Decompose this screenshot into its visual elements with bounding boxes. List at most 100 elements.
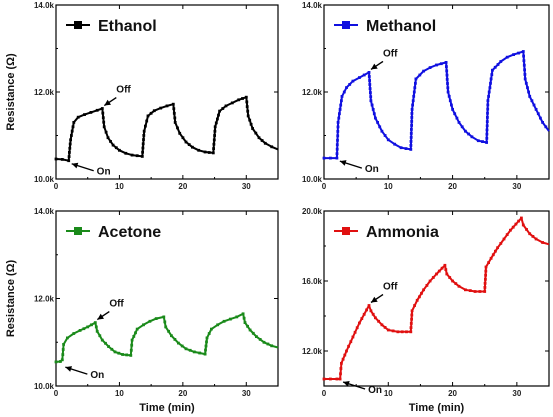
data-point	[340, 95, 344, 98]
data-point	[322, 156, 326, 160]
data-point	[212, 138, 216, 142]
y-tick-label: 20.0k	[302, 207, 323, 216]
data-point	[527, 90, 530, 94]
data-point	[485, 128, 489, 132]
data-point	[216, 323, 220, 327]
data-point	[493, 65, 497, 69]
data-point	[205, 340, 208, 344]
data-point	[173, 116, 177, 120]
y-tick-label: 12.0k	[34, 88, 55, 97]
panel-ammonia: 0 10 20 30 12.0k 16.0k 20.0k Time (min) Ammonia O…	[302, 207, 550, 414]
data-point	[214, 121, 218, 125]
data-point	[242, 316, 246, 320]
data-point	[142, 138, 145, 141]
arrowhead	[71, 162, 79, 169]
data-point	[418, 295, 421, 299]
data-point	[530, 99, 534, 103]
data-point	[541, 121, 544, 124]
data-point	[109, 140, 112, 143]
legend-label: Methanol	[366, 18, 436, 35]
data-point	[257, 136, 261, 140]
data-point	[113, 350, 117, 354]
data-point	[198, 351, 202, 355]
y-tick-label: 10.0k	[34, 175, 55, 184]
data-point	[369, 309, 373, 313]
data-point	[129, 354, 133, 357]
data-point	[473, 290, 477, 293]
data-point	[338, 108, 342, 111]
x-tick-label: 20	[448, 389, 457, 398]
data-point	[517, 219, 520, 223]
data-point	[369, 99, 373, 103]
data-point	[413, 304, 416, 307]
data-point	[486, 107, 490, 111]
data-point	[171, 102, 175, 106]
data-point	[68, 142, 72, 146]
data-point	[142, 129, 146, 133]
data-point	[520, 216, 523, 220]
y-axis-title: Resistance (Ω)	[5, 53, 17, 131]
data-point	[499, 242, 503, 245]
data-point	[262, 340, 266, 344]
panel-acetone: 0 10 20 30 10.0k 12.0k 14.0k Resistance (Ω) Time…	[5, 207, 279, 414]
data-point	[348, 83, 352, 86]
data-point	[410, 124, 413, 127]
x-tick-label: 20	[178, 389, 187, 398]
data-point	[83, 113, 86, 116]
data-point	[164, 325, 168, 329]
data-point	[467, 132, 470, 136]
data-point	[454, 282, 458, 285]
data-point	[414, 81, 417, 85]
data-point	[435, 63, 438, 67]
plot-frame	[323, 4, 550, 180]
x-tick-label: 10	[384, 389, 393, 398]
data-point	[358, 321, 361, 325]
data-point	[445, 69, 449, 73]
data-point	[255, 335, 258, 338]
data-point	[142, 134, 146, 137]
data-point	[121, 353, 124, 356]
data-point	[411, 103, 414, 107]
data-point	[270, 344, 274, 348]
data-point	[371, 312, 375, 316]
data-point	[235, 315, 239, 319]
x-tick-label: 0	[54, 182, 59, 191]
data-point	[412, 90, 416, 94]
data-point	[340, 99, 343, 103]
arrowhead	[97, 313, 104, 320]
x-tick-label: 20	[178, 182, 187, 191]
data-point	[521, 50, 525, 53]
data-point	[486, 111, 489, 115]
legend-label: Acetone	[98, 224, 161, 241]
data-point	[110, 347, 114, 351]
data-point	[237, 98, 241, 102]
data-point	[517, 51, 520, 55]
data-point	[107, 345, 110, 348]
data-point	[248, 328, 252, 332]
data-point	[170, 334, 173, 338]
x-tick-label: 10	[115, 389, 124, 398]
data-point	[129, 348, 133, 352]
data-point	[111, 143, 115, 147]
y-tick-label: 12.0k	[34, 295, 55, 304]
data-point	[409, 326, 413, 329]
data-point	[526, 86, 529, 90]
data-point	[217, 113, 220, 117]
data-point	[342, 90, 346, 94]
data-point	[61, 348, 65, 351]
data-point	[93, 321, 97, 324]
data-point	[374, 116, 377, 120]
legend-marker	[74, 21, 82, 29]
data-point	[135, 154, 139, 158]
x-tick-label: 10	[384, 182, 393, 191]
data-point	[266, 342, 270, 346]
data-point	[339, 367, 343, 370]
data-point	[485, 124, 489, 128]
data-point	[335, 152, 339, 156]
data-point	[522, 59, 526, 63]
data-point	[531, 235, 535, 238]
data-point	[491, 68, 494, 72]
data-point	[409, 330, 413, 334]
data-point	[484, 277, 487, 281]
annotation-on: On	[90, 370, 104, 381]
